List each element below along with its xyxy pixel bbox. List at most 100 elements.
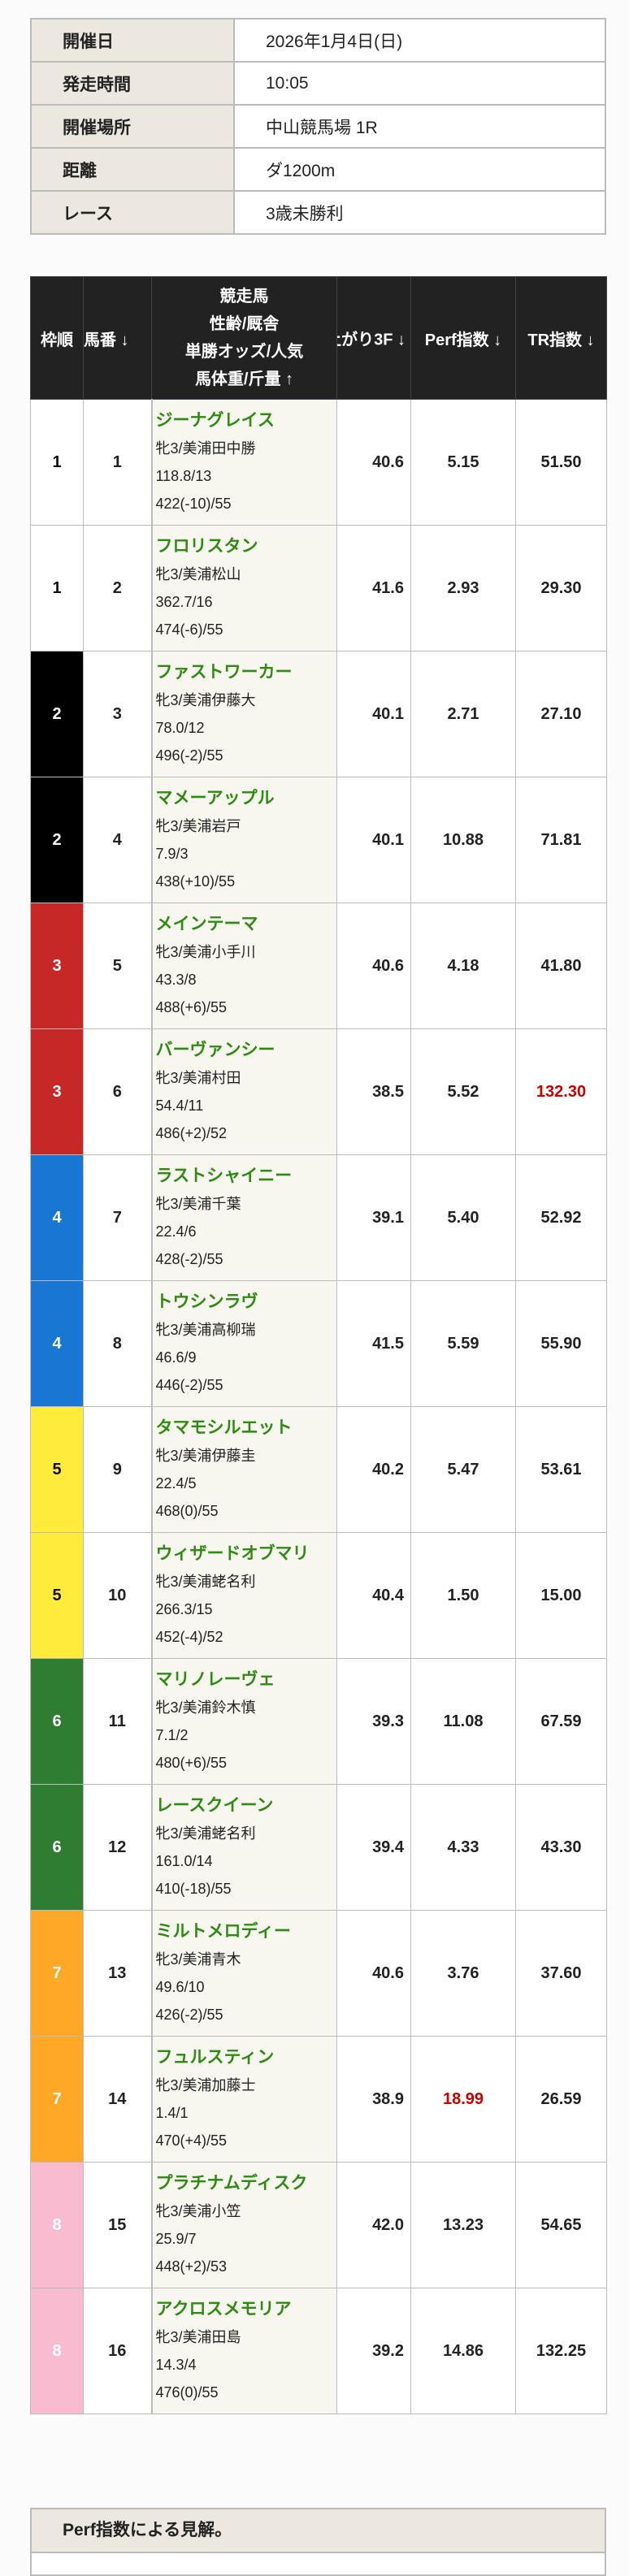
horse-name-link[interactable]: タマモシルエット xyxy=(155,1418,293,1437)
frame-cell: 6 xyxy=(30,1658,84,1785)
odds-popularity: 54.4/11 xyxy=(155,1098,204,1114)
horse-cell: メインテーマ 牝3/美浦小手川 43.3/8 488(+6)/55 xyxy=(150,903,337,1029)
sex-stable: 牝3/美浦小笠 xyxy=(155,2203,241,2219)
info-row: レース 3歳未勝利 xyxy=(30,190,606,235)
horse-cell: フュルスティン 牝3/美浦加藤士 1.4/1 470(+4)/55 xyxy=(150,2036,337,2163)
last3f-value: 41.6 xyxy=(336,525,411,652)
header-weight: 馬体重/斤量 ↑ xyxy=(194,370,294,388)
perf-index-value: 14.86 xyxy=(410,2288,516,2414)
horse-number: 10 xyxy=(83,1532,152,1659)
last3f-value: 38.9 xyxy=(336,2036,411,2163)
horse-number: 7 xyxy=(83,1154,152,1281)
table-row: 6 11 マリノレーヴェ 牝3/美浦鈴木慎 7.1/2 480(+6)/55 39.3 11.… xyxy=(30,1658,607,1785)
tr-index-value: 52.92 xyxy=(515,1154,607,1281)
odds-popularity: 1.4/1 xyxy=(155,2105,189,2121)
horse-name-link[interactable]: ラストシャイニー xyxy=(155,1167,293,1185)
race-entries-table: 枠順 馬番 ↓ 競走馬 性齢/厩舎 単勝オッズ/人気 馬体重/斤量 ↑ 上がり3… xyxy=(30,276,607,2414)
frame-cell: 1 xyxy=(30,525,84,652)
table-row: 1 2 フロリスタン 牝3/美浦松山 362.7/16 474(-6)/55 41.6 2.9… xyxy=(30,525,607,652)
table-header-row: 枠順 馬番 ↓ 競走馬 性齢/厩舎 単勝オッズ/人気 馬体重/斤量 ↑ 上がり3… xyxy=(30,276,607,400)
horse-name-link[interactable]: メインテーマ xyxy=(155,915,258,933)
frame-cell: 2 xyxy=(30,651,84,777)
sex-stable: 牝3/美浦高柳瑞 xyxy=(155,1322,256,1338)
odds-popularity: 362.7/16 xyxy=(155,594,213,610)
horse-name-link[interactable]: マメーアップル xyxy=(155,789,275,807)
horse-name-link[interactable]: アクロスメモリア xyxy=(155,2300,292,2318)
weight-load: 448(+2)/53 xyxy=(155,2258,228,2275)
sex-stable: 牝3/美浦伊藤大 xyxy=(155,692,256,708)
sex-stable: 牝3/美浦加藤士 xyxy=(155,2077,256,2093)
tr-index-value: 27.10 xyxy=(515,651,607,777)
info-row: 発走時間 10:05 xyxy=(30,61,606,106)
table-row: 8 16 アクロスメモリア 牝3/美浦田島 14.3/4 476(0)/55 39.2 14.… xyxy=(30,2288,607,2414)
odds-popularity: 22.4/5 xyxy=(155,1475,197,1491)
horse-name-link[interactable]: レースクイーン xyxy=(155,1796,274,1815)
table-row: 8 15 プラチナムディスク 牝3/美浦小笠 25.9/7 448(+2)/53 42.0 1… xyxy=(30,2162,607,2288)
last3f-value: 40.1 xyxy=(336,651,411,777)
table-row: 5 10 ウィザードオブマリ 牝3/美浦蛯名利 266.3/15 452(-4)/52 40… xyxy=(30,1532,607,1659)
horse-name-link[interactable]: マリノレーヴェ xyxy=(155,1670,275,1689)
sex-stable: 牝3/美浦蛯名利 xyxy=(155,1825,256,1842)
info-label: 距離 xyxy=(30,147,235,192)
horse-name-link[interactable]: フュルスティン xyxy=(155,2048,275,2067)
horse-name-link[interactable]: バーヴァンシー xyxy=(155,1041,275,1059)
table-row: 5 9 タマモシルエット 牝3/美浦伊藤圭 22.4/5 468(0)/55 40.2 5.4… xyxy=(30,1406,607,1533)
sex-stable: 牝3/美浦田島 xyxy=(155,2329,241,2345)
header-sex-stable: 性齢/厩舎 xyxy=(209,315,280,333)
odds-popularity: 161.0/14 xyxy=(155,1853,213,1869)
weight-load: 422(-10)/55 xyxy=(155,496,232,512)
info-label: 開催日 xyxy=(30,18,235,63)
horse-name-link[interactable]: ミルトメロディー xyxy=(155,1922,292,1941)
horse-name-link[interactable]: フロリスタン xyxy=(155,537,258,556)
last3f-value: 39.2 xyxy=(336,2288,411,2414)
header-last3f-sort[interactable]: 上がり3F ↓ xyxy=(336,276,411,400)
horse-name-link[interactable]: トウシンラヴ xyxy=(155,1292,258,1311)
tr-index-value: 53.61 xyxy=(515,1406,607,1533)
horse-cell: ラストシャイニー 牝3/美浦千葉 22.4/6 428(-2)/55 xyxy=(150,1154,337,1281)
table-row: 3 6 バーヴァンシー 牝3/美浦村田 54.4/11 486(+2)/52 38.5 5.5… xyxy=(30,1028,607,1155)
perf-view-title: Perf指数による見解。 xyxy=(32,2509,605,2553)
weight-load: 496(-2)/55 xyxy=(155,747,223,764)
info-row: 開催場所 中山競馬場 1R xyxy=(30,104,606,149)
horse-name-link[interactable]: ジーナグレイス xyxy=(155,411,275,430)
odds-popularity: 78.0/12 xyxy=(155,720,205,736)
tr-index-value: 41.80 xyxy=(515,903,607,1029)
frame-cell: 2 xyxy=(30,777,84,903)
table-row: 7 13 ミルトメロディー 牝3/美浦青木 49.6/10 426(-2)/55 40.6 3… xyxy=(30,1910,607,2037)
header-perf-sort[interactable]: Perf指数 ↓ xyxy=(410,276,516,400)
last3f-value: 40.6 xyxy=(336,1910,411,2037)
frame-cell: 1 xyxy=(30,399,84,526)
odds-popularity: 46.6/9 xyxy=(155,1349,197,1366)
horse-name-link[interactable]: ウィザードオブマリ xyxy=(155,1544,310,1563)
horse-name-link[interactable]: プラチナムディスク xyxy=(155,2174,308,2193)
header-number-sort[interactable]: 馬番 ↓ xyxy=(83,276,152,400)
horse-number: 3 xyxy=(83,651,152,777)
weight-load: 474(-6)/55 xyxy=(155,621,223,638)
horse-cell: マメーアップル 牝3/美浦岩戸 7.9/3 438(+10)/55 xyxy=(150,777,337,903)
header-odds: 単勝オッズ/人気 xyxy=(184,343,304,361)
horse-number: 2 xyxy=(83,525,152,652)
perf-index-value: 11.08 xyxy=(410,1658,516,1785)
weight-load: 470(+4)/55 xyxy=(155,2132,228,2149)
frame-cell: 8 xyxy=(30,2288,84,2414)
odds-popularity: 7.1/2 xyxy=(155,1727,189,1743)
horse-name-link[interactable]: ファストワーカー xyxy=(155,663,293,682)
odds-popularity: 7.9/3 xyxy=(155,846,189,862)
header-tr-sort[interactable]: TR指数 ↓ xyxy=(515,276,607,400)
tr-index-value: 37.60 xyxy=(515,1910,607,2037)
tr-index-value: 71.81 xyxy=(515,777,607,903)
header-horse-sort[interactable]: 競走馬 性齢/厩舎 単勝オッズ/人気 馬体重/斤量 ↑ xyxy=(151,276,337,400)
frame-cell: 3 xyxy=(30,1028,84,1155)
info-label: 開催場所 xyxy=(30,104,235,149)
last3f-value: 40.6 xyxy=(336,903,411,1029)
horse-cell: ファストワーカー 牝3/美浦伊藤大 78.0/12 496(-2)/55 xyxy=(150,651,337,777)
last3f-value: 38.5 xyxy=(336,1028,411,1155)
odds-popularity: 43.3/8 xyxy=(155,972,197,988)
horse-number: 1 xyxy=(83,399,152,526)
weight-load: 476(0)/55 xyxy=(155,2384,219,2401)
last3f-value: 41.5 xyxy=(336,1280,411,1407)
horse-cell: ウィザードオブマリ 牝3/美浦蛯名利 266.3/15 452(-4)/52 xyxy=(150,1532,337,1659)
frame-cell: 7 xyxy=(30,2036,84,2163)
table-row: 1 1 ジーナグレイス 牝3/美浦田中勝 118.8/13 422(-10)/55 40.6… xyxy=(30,399,607,526)
sex-stable: 牝3/美浦青木 xyxy=(155,1951,241,1968)
